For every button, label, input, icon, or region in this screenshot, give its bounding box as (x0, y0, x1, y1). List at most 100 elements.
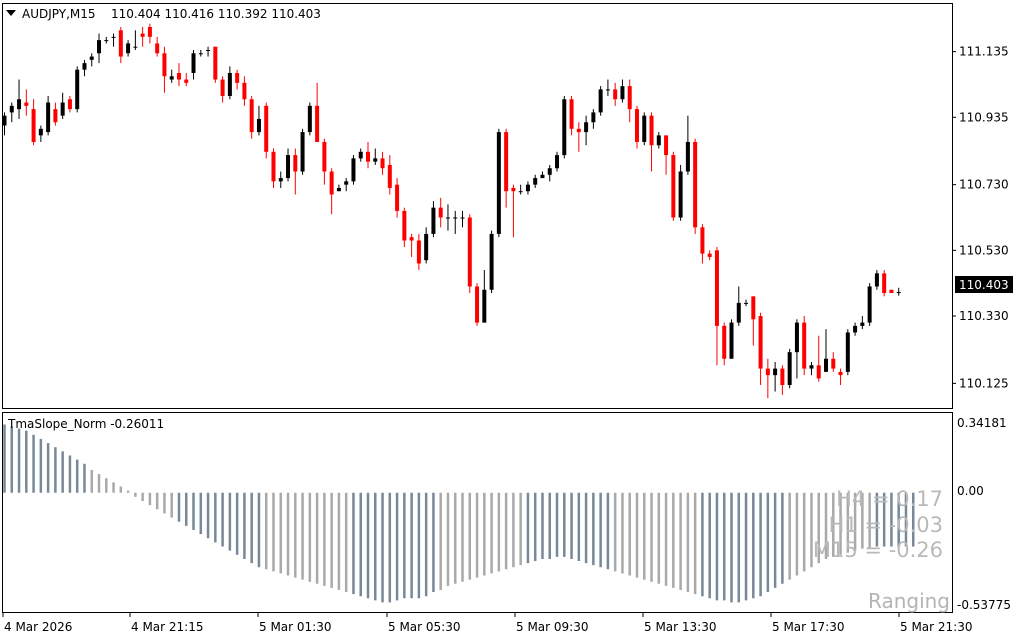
candle (191, 49, 196, 80)
candle-body (700, 227, 705, 254)
candle (38, 125, 43, 142)
time-tick-label: 5 Mar 21:30 (900, 620, 973, 634)
candle-body (867, 286, 872, 323)
candle (104, 36, 109, 44)
candle (249, 95, 254, 139)
candle-body (518, 191, 523, 193)
candle (206, 46, 211, 57)
histogram-bars (3, 424, 915, 603)
candle-body (24, 102, 29, 106)
candle (169, 69, 174, 83)
candle-body (874, 273, 879, 287)
dropdown-triangle-icon[interactable] (6, 10, 16, 16)
candle (126, 40, 131, 57)
candle-body (627, 86, 632, 110)
candle-body (213, 46, 218, 80)
candle-body (489, 233, 494, 290)
candle-body (17, 99, 22, 110)
candle (555, 151, 560, 172)
indicator-level-zero: 0.00 (957, 484, 984, 498)
candle-body (613, 89, 618, 100)
candle-body (31, 109, 36, 142)
candle-body (562, 99, 567, 156)
candle-body (380, 158, 385, 169)
candle-body (758, 316, 763, 369)
candle (845, 329, 850, 376)
candle-body (664, 135, 669, 156)
candle (765, 358, 770, 399)
candle-body (395, 184, 400, 211)
candle-body (838, 371, 843, 376)
candle-body (431, 207, 436, 234)
candle-body (249, 99, 254, 133)
candle-body (60, 102, 65, 116)
candle-body (751, 296, 756, 320)
candle-body (467, 217, 472, 287)
candle (671, 151, 676, 221)
candle-body (111, 36, 116, 38)
candle-body (97, 40, 102, 54)
candle (329, 168, 334, 215)
candle (366, 141, 370, 169)
symbol-label: AUDJPY,M15 (22, 7, 96, 21)
candle-body (816, 365, 821, 379)
candle (24, 89, 29, 116)
candle-body (896, 292, 901, 294)
candle-body (482, 289, 487, 323)
candle-body (46, 102, 51, 133)
candle (889, 289, 894, 294)
candle (511, 184, 516, 238)
candle (700, 224, 705, 264)
indicator-level-top: 0.34181 (957, 416, 1007, 430)
candle (729, 319, 734, 359)
candle-body (831, 358, 836, 369)
candle-body (787, 352, 792, 386)
candle-body (242, 82, 247, 100)
candle (286, 148, 291, 182)
candle-body (460, 217, 465, 219)
candle-body (344, 181, 349, 185)
time-axis: 4 Mar 2026 4 Mar 21:15 5 Mar 01:30 5 Mar 05… (2, 612, 973, 634)
candle (220, 76, 225, 103)
candle (227, 66, 232, 100)
candle (605, 79, 610, 96)
time-tick-label: 5 Mar 01:30 (259, 620, 332, 634)
candle-body (373, 158, 378, 162)
candle-body (220, 79, 225, 96)
candle-body (511, 187, 516, 192)
ohlc-label: 110.404 110.416 110.392 110.403 (111, 7, 321, 21)
candle (867, 283, 872, 326)
candle (824, 329, 829, 372)
candle (402, 207, 407, 248)
candle (67, 95, 72, 113)
time-tick-label: 5 Mar 13:30 (644, 620, 717, 634)
candle (460, 210, 465, 228)
candle (351, 155, 356, 185)
candle-body (286, 155, 291, 179)
candle-body (744, 302, 749, 304)
candle-body (569, 99, 574, 129)
candle (198, 49, 203, 57)
candle (278, 171, 283, 188)
candle-body (67, 99, 72, 110)
candle-body (525, 184, 530, 192)
candle-body (707, 253, 712, 257)
candle-body (773, 368, 778, 376)
candle (213, 46, 218, 83)
candle-body (496, 132, 501, 234)
candle (475, 283, 480, 326)
market-state: Ranging (868, 589, 950, 613)
candle-body (802, 322, 807, 369)
candle-body (140, 33, 145, 37)
candle-body (678, 171, 683, 218)
candle (504, 128, 509, 208)
time-tick-label: 5 Mar 09:30 (516, 620, 589, 634)
candle (642, 112, 647, 146)
candle-body (438, 207, 443, 218)
price-tick-label: 110.330 (959, 309, 1009, 323)
candle-body (118, 30, 123, 57)
candle (744, 299, 749, 307)
candle-body (649, 115, 654, 146)
candle (540, 171, 545, 179)
candle (773, 362, 778, 392)
